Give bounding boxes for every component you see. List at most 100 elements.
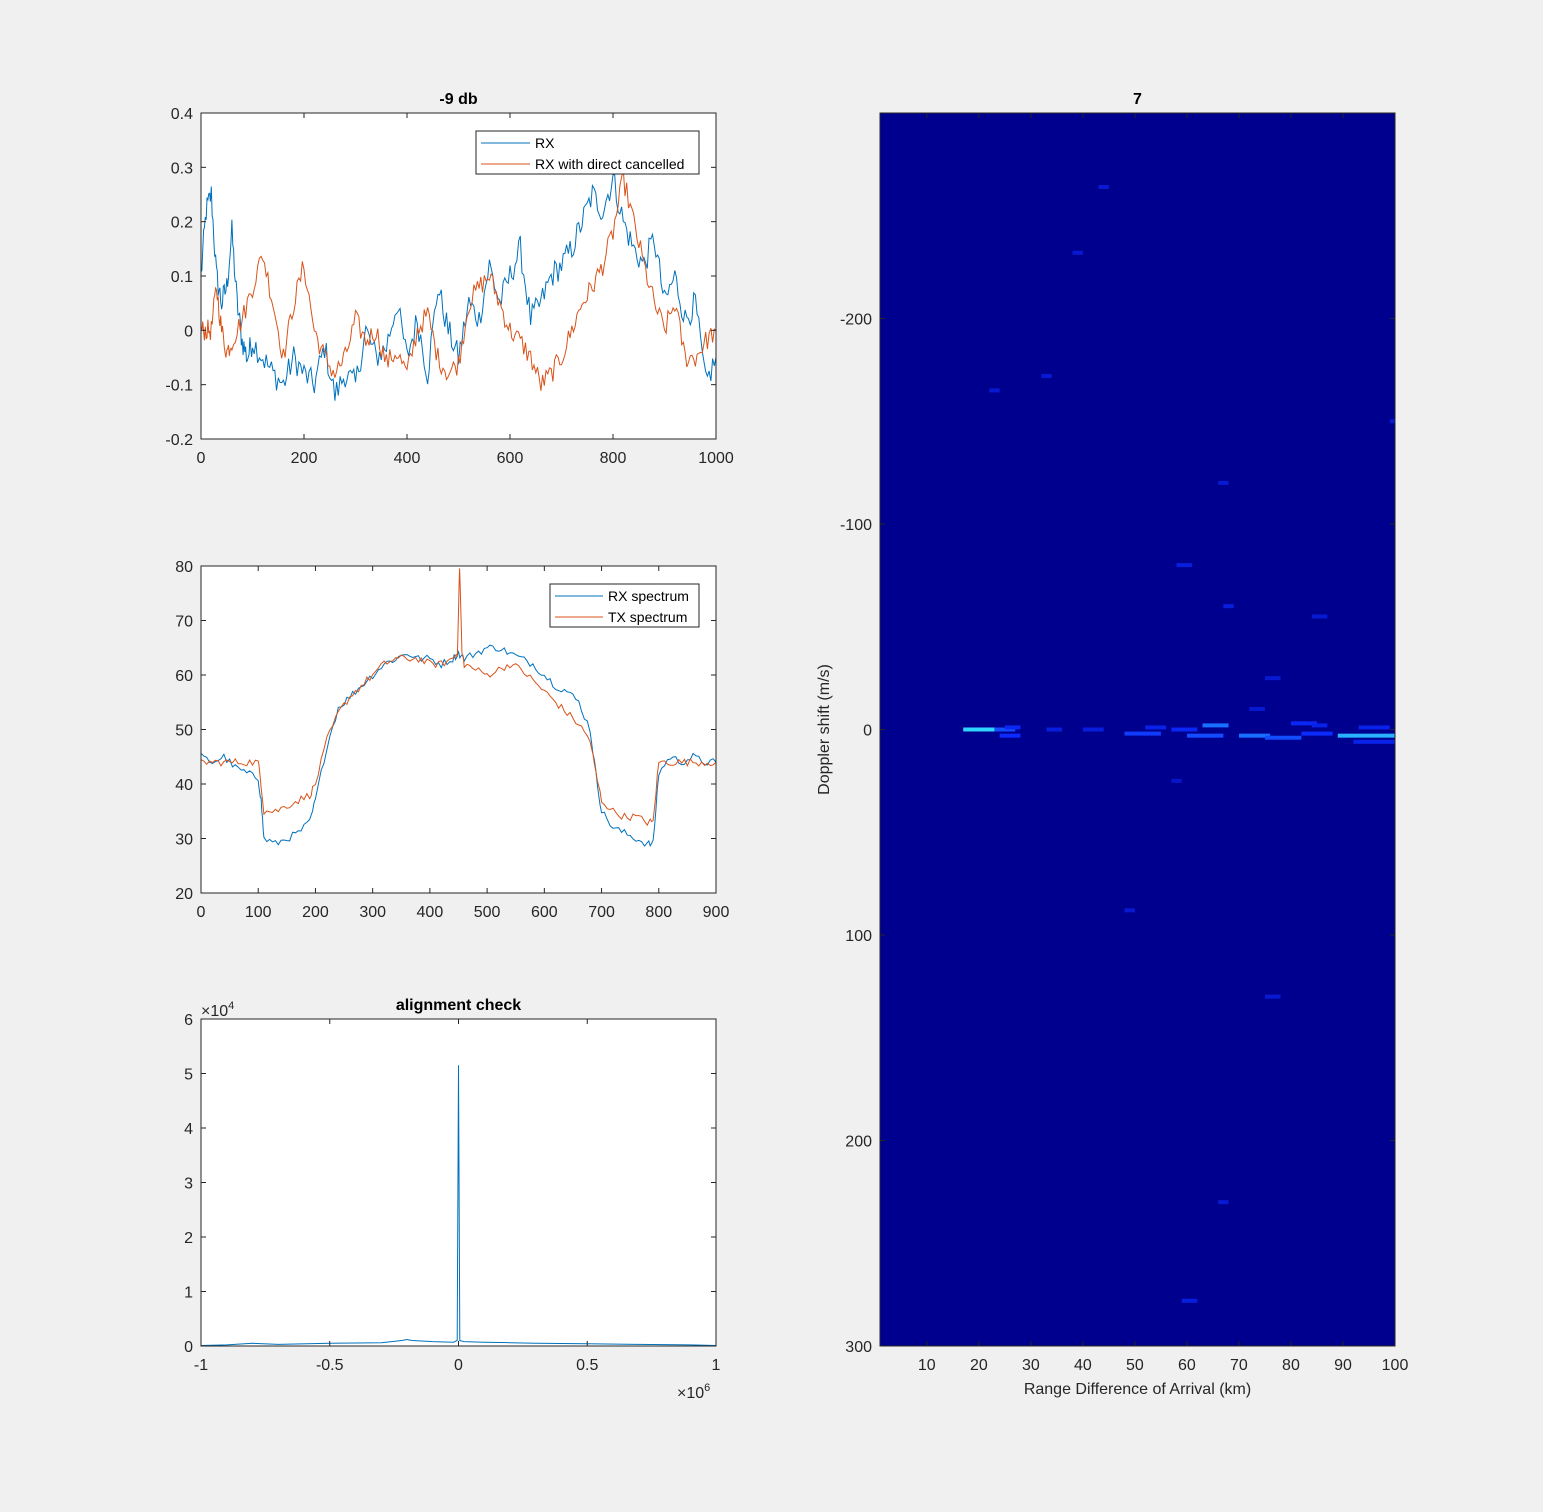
y-tick-label: 0.4	[171, 106, 193, 123]
x-tick-label: 1	[712, 1357, 721, 1374]
x-tick-label: 90	[1334, 1357, 1352, 1374]
x-tick-label: 800	[600, 450, 627, 467]
x-tick-label: 0	[197, 450, 206, 467]
heatmap-cell	[1218, 480, 1229, 485]
x-axis-label: Range Difference of Arrival (km)	[1024, 1381, 1251, 1398]
y-tick-label: 1	[184, 1285, 193, 1302]
axes-title: alignment check	[396, 997, 521, 1014]
y-tick-label: 200	[845, 1134, 872, 1151]
x-tick-label: -1	[194, 1357, 208, 1374]
y-axis-label: Doppler shift (m/s)	[816, 664, 833, 795]
heatmap-cell	[1046, 727, 1063, 732]
heatmap-cell	[1249, 706, 1265, 711]
y-tick-label: 0	[863, 723, 872, 740]
y-tick-label: 40	[175, 777, 193, 794]
heatmap-cell	[1124, 731, 1161, 736]
ticks: 0 200 400 600 800 1000 -0.2 -0.1 0 0.1 0.2 0.3 0.4	[165, 106, 733, 467]
x-tick-label: 900	[703, 904, 730, 921]
axes-title: -9 db	[439, 91, 477, 108]
x-tick-label: 400	[417, 904, 444, 921]
heatmap-cell	[1264, 676, 1281, 681]
legend-label-rx-spectrum: RX spectrum	[608, 588, 689, 604]
x-tick-label: 600	[531, 904, 558, 921]
x-tick-label: 400	[394, 450, 421, 467]
y-tick-label: 0	[184, 323, 193, 340]
heatmap-cell	[1290, 721, 1317, 726]
ticks: -1 -0.5 0 0.5 1 0 1 2 3 4 5 6	[184, 1012, 720, 1374]
heatmap-cell	[1072, 250, 1083, 255]
y-tick-label: 0.2	[171, 215, 193, 232]
heatmap-cell	[1082, 727, 1104, 732]
heatmap-cell	[1223, 604, 1234, 609]
axes-time-signal[interactable]: 0 200 400 600 800 1000 -0.2 -0.1 0 0.1 0.2 0.3 0.4 -…	[165, 91, 733, 467]
heatmap-cell	[1301, 731, 1333, 736]
x-tick-label: 500	[474, 904, 501, 921]
x-tick-label: 70	[1230, 1357, 1248, 1374]
heatmap-cell	[1311, 723, 1328, 728]
x-tick-label: 40	[1074, 1357, 1092, 1374]
axes-spectrum[interactable]: 0 100 200 300 400 500 600 700 800 900 20 30 40 50 60 70…	[175, 559, 729, 921]
y-tick-label: 70	[175, 614, 193, 631]
heatmap-cell	[1004, 725, 1021, 730]
x-tick-label: 1000	[698, 450, 734, 467]
legend-box	[475, 130, 700, 175]
y-tick-label: 50	[175, 723, 193, 740]
heatmap-cell	[1337, 733, 1395, 738]
x-exponent-power: 6	[704, 1382, 710, 1394]
y-tick-label: 300	[845, 1339, 872, 1356]
heatmap-cell	[1311, 614, 1328, 619]
series-group	[201, 168, 716, 401]
x-tick-label: 80	[1282, 1357, 1300, 1374]
heatmap-cell	[963, 727, 995, 732]
y-tick-label: 100	[845, 928, 872, 945]
heatmap-background	[880, 113, 1395, 1346]
x-tick-label: 10	[918, 1357, 936, 1374]
y-tick-label: 80	[175, 559, 193, 576]
legend[interactable]: RX RX with direct cancelled	[475, 130, 700, 175]
legend-label-rx-cancelled: RX with direct cancelled	[535, 156, 684, 172]
heatmap-cell	[1218, 1200, 1229, 1205]
y-tick-label: 0.3	[171, 160, 193, 177]
plot-area	[201, 568, 716, 848]
heatmap-cell	[1171, 727, 1198, 732]
legend[interactable]: RX spectrum TX spectrum	[549, 583, 700, 628]
plot-area	[201, 168, 716, 401]
heatmap-cell	[1353, 739, 1395, 744]
x-tick-label: 20	[970, 1357, 988, 1374]
heatmap-cell	[1238, 733, 1271, 738]
rx-spectrum-trace	[201, 644, 716, 848]
heatmap-cell	[1176, 563, 1193, 568]
heatmap-cell	[1124, 908, 1135, 913]
x-tick-label: 30	[1022, 1357, 1040, 1374]
x-tick-label: 60	[1178, 1357, 1196, 1374]
y-tick-label: 30	[175, 832, 193, 849]
ticks: 10 20 30 40 50 60 70 80 90 100 -200 -100 0 100 200 300	[840, 113, 1408, 1374]
y-exponent-base: ×10	[201, 1003, 228, 1020]
x-tick-label: 200	[291, 450, 318, 467]
heatmap-cell	[1264, 735, 1302, 740]
x-tick-label: 200	[302, 904, 329, 921]
heatmap-cell	[1202, 723, 1229, 728]
x-tick-label: 100	[245, 904, 272, 921]
heatmap-cell	[1358, 725, 1390, 730]
heatmap-cell	[1181, 1298, 1198, 1303]
axes-range-doppler-map[interactable]: 10 20 30 40 50 60 70 80 90 100-200-1000100200300 …	[816, 91, 1408, 1398]
y-tick-label: 2	[184, 1230, 193, 1247]
x-exponent-base: ×10	[677, 1385, 704, 1402]
heatmap-cell	[1186, 733, 1224, 738]
heatmap-cells	[963, 184, 1395, 1303]
tx-spectrum-trace	[201, 568, 716, 827]
alignment-trace	[201, 1065, 716, 1346]
y-tick-label: -200	[840, 312, 872, 329]
x-tick-label: -0.5	[316, 1357, 344, 1374]
heatmap-cell	[999, 733, 1021, 738]
legend-label-tx-spectrum: TX spectrum	[608, 609, 687, 625]
x-tick-label: 700	[588, 904, 615, 921]
y-tick-label: -100	[840, 517, 872, 534]
y-exponent-label: ×104	[201, 1000, 234, 1020]
x-tick-label: 0	[197, 904, 206, 921]
series-group	[201, 1065, 716, 1346]
legend-label-rx: RX	[535, 135, 555, 151]
